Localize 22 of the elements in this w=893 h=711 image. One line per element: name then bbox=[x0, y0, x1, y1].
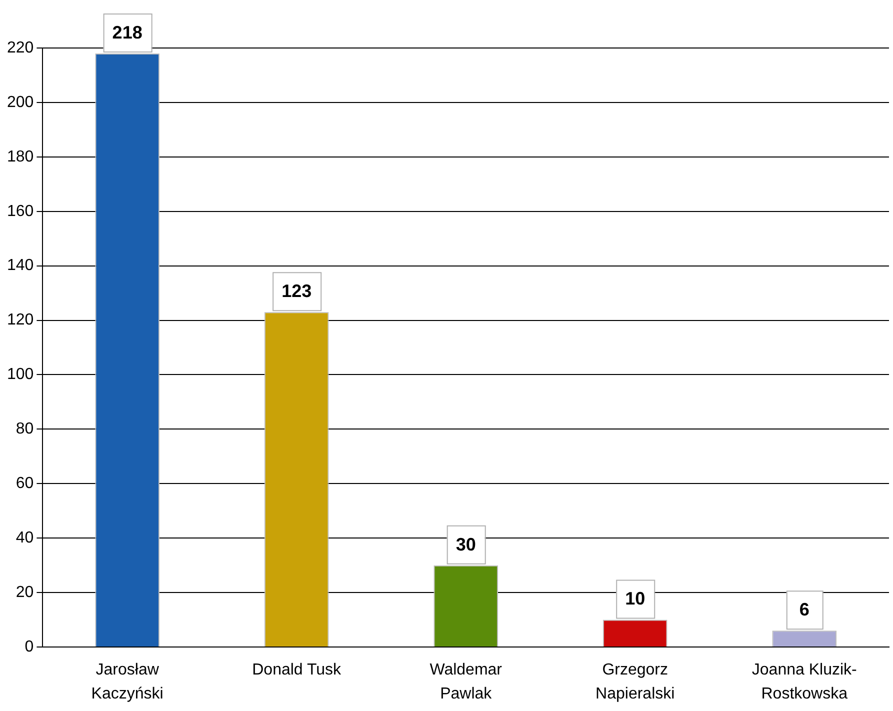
y-tick-label: 200 bbox=[6, 94, 34, 111]
data-label: 6 bbox=[799, 600, 810, 620]
data-label: 30 bbox=[456, 534, 476, 554]
y-tick-label: 180 bbox=[6, 148, 34, 166]
data-label: 218 bbox=[112, 22, 142, 42]
y-tick-label: 120 bbox=[6, 312, 34, 329]
data-label: 123 bbox=[282, 281, 312, 302]
y-tick-label: 60 bbox=[16, 475, 34, 492]
x-tick-label: Joanna Kluzik-Rostkowska bbox=[752, 661, 857, 702]
x-tick-label: Grzegorz Napieralski bbox=[596, 661, 675, 702]
x-tick-label: Jarosław Kaczyński bbox=[91, 661, 164, 702]
y-tick-label: 40 bbox=[16, 529, 34, 546]
y-tick-label: 220 bbox=[6, 39, 34, 56]
y-tick-label: 20 bbox=[16, 584, 34, 601]
x-tick-label: Donald Tusk bbox=[252, 661, 342, 678]
data-label: 10 bbox=[625, 588, 646, 609]
y-tick-label: 0 bbox=[24, 638, 34, 656]
y-tick-label: 160 bbox=[6, 202, 34, 220]
x-tick-label: Waldemar Pawlak bbox=[430, 661, 503, 702]
y-tick-label: 80 bbox=[16, 420, 34, 438]
y-tick-label: 140 bbox=[6, 257, 34, 274]
y-tick-label: 100 bbox=[6, 366, 34, 384]
